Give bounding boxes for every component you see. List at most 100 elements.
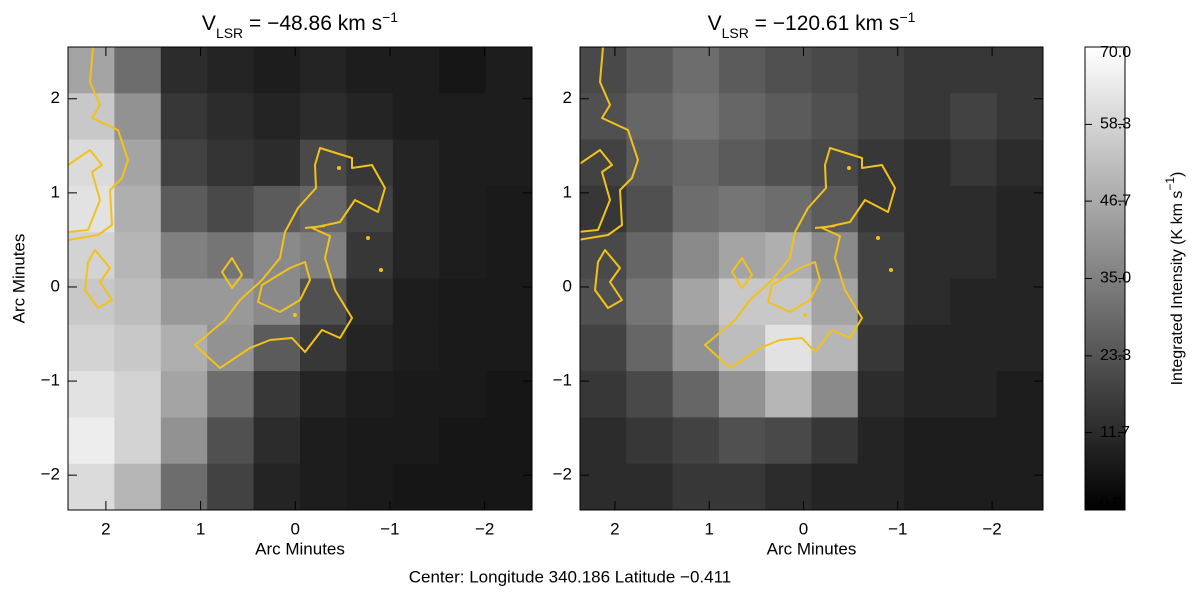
- panel-title: VLSR = −48.86 km s−1: [202, 9, 398, 41]
- y-tick-label: −1: [553, 371, 572, 390]
- heatmap-cell: [439, 463, 487, 511]
- heatmap-cell: [160, 463, 208, 511]
- x-tick-label: 2: [610, 519, 619, 538]
- heatmap-cell: [857, 93, 905, 141]
- heatmap-cell: [300, 417, 347, 465]
- colorbar-tick-label: 23.3: [1100, 347, 1131, 364]
- heatmap-cell: [207, 139, 255, 187]
- heatmap-cell: [811, 93, 859, 141]
- heatmap-cell: [114, 232, 162, 279]
- heatmap-cell: [300, 463, 347, 511]
- x-tick-label: 2: [101, 519, 110, 538]
- heatmap-cell: [672, 185, 720, 233]
- y-tick-label: 2: [563, 88, 572, 107]
- heatmap-cell: [253, 185, 301, 233]
- heatmap-cell: [580, 324, 627, 372]
- heatmap-cell: [996, 417, 1044, 465]
- heatmap-cell: [160, 417, 208, 465]
- heatmap-cell: [346, 417, 394, 465]
- y-tick-label: 2: [51, 88, 60, 107]
- heatmap-cell: [950, 417, 998, 465]
- heatmap-cell: [346, 185, 394, 233]
- title-part: LSR: [722, 25, 749, 41]
- heatmap-cell: [672, 417, 720, 465]
- heatmap-cell: [392, 47, 440, 94]
- x-tick-label: 0: [291, 519, 300, 538]
- heatmap-cell: [857, 278, 905, 326]
- heatmap-cell: [160, 47, 208, 94]
- heatmap-cell: [485, 93, 533, 141]
- heatmap-cell: [765, 185, 812, 233]
- heatmap-cell: [485, 463, 533, 511]
- heatmap-cell: [207, 93, 255, 141]
- heatmap-cell: [300, 93, 347, 141]
- heatmap-cell: [439, 371, 487, 418]
- heatmap-cell: [626, 463, 674, 511]
- y-tick-label: −2: [553, 465, 572, 484]
- title-part: LSR: [216, 25, 243, 41]
- panel-title: VLSR = −120.61 km s−1: [708, 9, 916, 41]
- heatmap-cell: [626, 324, 674, 372]
- y-axis-label: Arc Minutes: [9, 234, 28, 324]
- y-tick-label: 1: [51, 182, 60, 201]
- heatmap-cell: [485, 185, 533, 233]
- heatmap-cell: [346, 139, 394, 187]
- heatmap-cell: [114, 417, 162, 465]
- heatmap-cell: [672, 139, 720, 187]
- heatmap-cell: [904, 232, 951, 279]
- heatmap-cell: [253, 371, 301, 418]
- heatmap-cell: [950, 47, 998, 94]
- heatmap-cell: [765, 232, 812, 279]
- heatmap-cell: [485, 232, 533, 279]
- heatmap-cell: [392, 417, 440, 465]
- heatmap-cell: [300, 371, 347, 418]
- heatmap-cell: [114, 47, 162, 94]
- heatmap-cell: [672, 93, 720, 141]
- heatmap-cell: [765, 278, 812, 326]
- heatmap-cell: [114, 371, 162, 418]
- heatmap-cell: [300, 47, 347, 94]
- x-tick-label: −1: [888, 519, 907, 538]
- heatmap-cell: [718, 278, 766, 326]
- label-part: ): [1169, 172, 1186, 177]
- heatmap-cell: [765, 93, 812, 141]
- heatmap-cell: [672, 324, 720, 372]
- heatmap-cell: [857, 47, 905, 94]
- x-tick-label: −2: [475, 519, 494, 538]
- x-axis-label: Arc Minutes: [255, 539, 345, 558]
- heatmap-cell: [253, 278, 301, 326]
- heatmap-cell: [253, 47, 301, 94]
- heatmap-cell: [857, 417, 905, 465]
- heatmap-cell: [346, 371, 394, 418]
- x-tick-label: 1: [196, 519, 205, 538]
- heatmap-cell: [996, 278, 1044, 326]
- y-tick-label: 1: [563, 182, 572, 201]
- title-part: −1: [899, 9, 915, 25]
- heatmap-cells: [68, 47, 1044, 511]
- heatmap-cell: [207, 47, 255, 94]
- heatmap-cell: [485, 139, 533, 187]
- heatmap-cell: [811, 47, 859, 94]
- heatmap-cell: [718, 463, 766, 511]
- heatmap-cell: [626, 417, 674, 465]
- heatmap-cell: [996, 185, 1044, 233]
- heatmap-cell: [392, 278, 440, 326]
- heatmap-cell: [392, 324, 440, 372]
- heatmap-cell: [718, 371, 766, 418]
- heatmap-cell: [811, 324, 859, 372]
- heatmap-cell: [160, 278, 208, 326]
- heatmap-cell: [68, 371, 115, 418]
- heatmap-cell: [160, 93, 208, 141]
- colorbar-tick-label: 35.0: [1100, 270, 1131, 287]
- heatmap-cell: [857, 139, 905, 187]
- colorbar-tick-label: 70.0: [1100, 44, 1131, 61]
- heatmap-cell: [68, 139, 115, 187]
- heatmap-cell: [950, 139, 998, 187]
- heatmap-cell: [68, 185, 115, 233]
- heatmap-cell: [904, 47, 951, 94]
- title-part: V: [202, 12, 216, 35]
- colorbar-tick-label: 11.7: [1100, 424, 1130, 441]
- heatmap-cell: [904, 278, 951, 326]
- heatmap-cell: [996, 93, 1044, 141]
- colorbar-tick-label: 0.0: [1100, 495, 1122, 512]
